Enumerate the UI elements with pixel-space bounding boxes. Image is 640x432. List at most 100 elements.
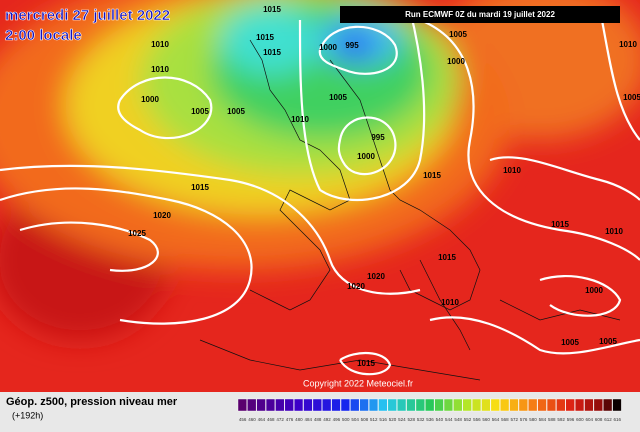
scale-swatch	[584, 398, 594, 412]
scale-label: 500	[342, 417, 350, 422]
isobar-label: 1015	[438, 253, 456, 262]
map-title: Géop. z500, pression niveau mer	[6, 396, 178, 408]
isobar-label: 1005	[329, 93, 347, 102]
isobar-label: 1010	[151, 65, 169, 74]
scale-swatch	[500, 398, 510, 412]
scale-label: 560	[482, 417, 490, 422]
scale-label: 480	[295, 417, 303, 422]
scale-label: 572	[511, 417, 519, 422]
scale-swatch	[359, 398, 369, 412]
scale-label: 608	[595, 417, 603, 422]
scale-swatch	[312, 398, 322, 412]
scale-label: 552	[464, 417, 472, 422]
scale-label: 516	[379, 417, 387, 422]
scale-label: 488	[314, 417, 322, 422]
scale-label: 532	[417, 417, 425, 422]
copyright: Copyright 2022 Meteociel.fr	[303, 378, 413, 388]
scale-swatch	[593, 398, 603, 412]
scale-swatch	[471, 398, 482, 412]
scale-label: 536	[426, 417, 434, 422]
scale-swatch	[378, 398, 388, 412]
scale-swatch	[546, 398, 557, 412]
scale-swatch	[397, 398, 407, 412]
scale-swatch	[368, 398, 379, 412]
isobar-label: 1015	[551, 220, 569, 229]
scale-swatch	[453, 398, 463, 412]
run-banner	[340, 6, 620, 23]
scale-swatch	[247, 398, 257, 412]
scale-label: 504	[351, 417, 359, 422]
scale-label: 576	[520, 417, 528, 422]
scale-label: 476	[286, 417, 294, 422]
scale-swatch	[462, 398, 472, 412]
scale-label: 520	[389, 417, 397, 422]
scale-swatch	[509, 398, 519, 412]
scale-swatch	[481, 398, 491, 412]
isobar-label: 1010	[605, 227, 623, 236]
isobar-label: 1015	[263, 48, 281, 57]
scale-label: 592	[557, 417, 565, 422]
scale-label: 492	[323, 417, 331, 422]
scale-label: 544	[445, 417, 453, 422]
isobar-labels: 1015 1010 1010 1015 1015 1000 995 1005 1000 1010 1…	[128, 5, 640, 368]
scale-label: 564	[492, 417, 500, 422]
isobar-label: 1000	[319, 43, 337, 52]
scale-swatch	[612, 398, 622, 412]
scale-label: 604	[585, 417, 593, 422]
isobar-label: 1010	[441, 298, 459, 307]
isobar-label: 1010	[151, 40, 169, 49]
isobar-label: 1015	[357, 359, 375, 368]
scale-label: 496	[333, 417, 341, 422]
isobar-label: 1010	[503, 166, 521, 175]
isobar-label: 1005	[449, 30, 467, 39]
scale-swatch	[275, 398, 285, 412]
scale-swatch	[265, 398, 276, 412]
isobar-label: 1020	[367, 272, 385, 281]
color-scale: 456 460 464 468 472 476 480 484 488 492 496 500 504 5…	[237, 398, 622, 422]
scale-label: 540	[436, 417, 444, 422]
scale-swatch	[284, 398, 294, 412]
scale-swatch	[237, 398, 247, 412]
isobar-label: 995	[371, 133, 385, 142]
scale-swatch	[537, 398, 547, 412]
scale-swatch	[603, 398, 613, 412]
scale-swatch	[556, 398, 566, 412]
scale-label: 556	[473, 417, 481, 422]
scale-label: 528	[408, 417, 416, 422]
scale-swatch	[256, 398, 266, 412]
scale-label: 568	[501, 417, 509, 422]
scale-swatch	[415, 398, 425, 412]
scale-label: 524	[398, 417, 406, 422]
isobar-label: 1015	[263, 5, 281, 14]
isobar-label: 1000	[447, 57, 465, 66]
scale-swatch	[322, 398, 332, 412]
isobar-label: 1015	[256, 33, 274, 42]
forecast-time: 2:00 locale	[5, 27, 82, 44]
isobar-label: 1010	[291, 115, 309, 124]
scale-swatch	[434, 398, 444, 412]
scale-swatch	[293, 398, 304, 412]
isobar-label: 1015	[423, 171, 441, 180]
scale-label: 464	[258, 417, 266, 422]
scale-label: 616	[614, 417, 622, 422]
scale-label: 460	[248, 417, 256, 422]
scale-label: 584	[539, 417, 547, 422]
scale-label: 612	[604, 417, 612, 422]
scale-label: 472	[276, 417, 284, 422]
scale-swatch	[574, 398, 585, 412]
geopotential-field	[0, 0, 640, 340]
scale-swatch	[303, 398, 313, 412]
scale-label: 600	[576, 417, 584, 422]
isobars	[0, 9, 640, 376]
scale-swatch	[425, 398, 435, 412]
forecast-date: mercredi 27 juillet 2022	[5, 7, 170, 24]
scale-swatch	[387, 398, 397, 412]
isobar-label: 1005	[623, 93, 640, 102]
isobar-label: 1000	[141, 95, 159, 104]
scale-swatch	[350, 398, 360, 412]
isobar-label: 1005	[227, 107, 245, 116]
scale-label: 588	[548, 417, 556, 422]
isobar-label: 1020	[347, 282, 365, 291]
